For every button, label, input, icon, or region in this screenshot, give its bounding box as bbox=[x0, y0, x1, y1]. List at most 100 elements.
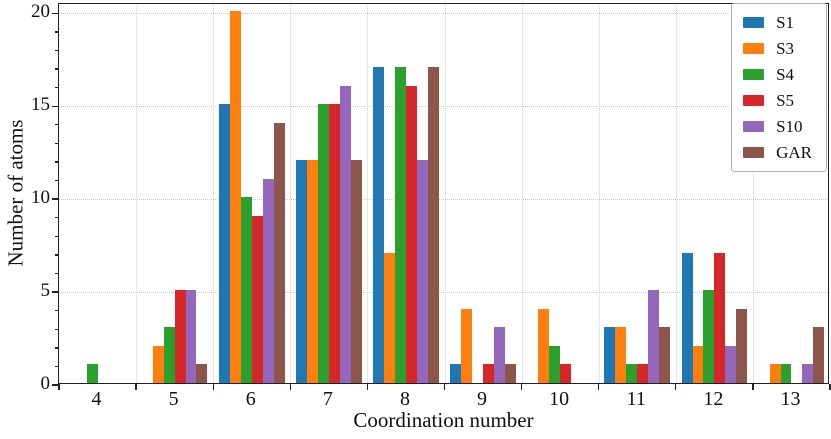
bar-GAR-cn6 bbox=[273, 122, 285, 383]
x-axis-label: Coordination number bbox=[353, 408, 534, 432]
v-gridline bbox=[367, 4, 369, 383]
legend-swatch-GAR bbox=[743, 147, 765, 158]
y-minor-tick bbox=[55, 124, 58, 126]
y-tick bbox=[52, 384, 58, 386]
bar-S4-cn4 bbox=[86, 364, 98, 383]
bar-S3-cn10 bbox=[538, 308, 550, 383]
x-tick-label: 10 bbox=[549, 388, 570, 410]
bar-S4-cn13 bbox=[780, 364, 792, 383]
y-minor-tick bbox=[55, 142, 58, 145]
y-tick bbox=[52, 291, 58, 293]
bar-S3-cn8 bbox=[384, 252, 396, 383]
bar-S10-cn9 bbox=[493, 327, 505, 383]
v-gridline bbox=[675, 4, 677, 383]
bar-GAR-cn11 bbox=[659, 327, 671, 383]
legend-item: S4 bbox=[743, 65, 812, 84]
bar-S10-cn7 bbox=[339, 85, 351, 383]
x-tick-label: 13 bbox=[780, 388, 801, 410]
x-tick-label: 11 bbox=[626, 388, 646, 410]
h-gridline bbox=[59, 106, 828, 108]
h-gridline bbox=[59, 199, 828, 201]
bar-S3-cn13 bbox=[769, 364, 781, 383]
bar-S5-cn12 bbox=[714, 252, 726, 383]
legend-item: S5 bbox=[743, 91, 812, 110]
legend-label: S5 bbox=[776, 91, 795, 110]
bar-S10-cn12 bbox=[725, 345, 737, 383]
x-tick-label: 12 bbox=[703, 388, 724, 410]
x-tick-label: 6 bbox=[245, 388, 256, 410]
bar-S10-cn8 bbox=[416, 159, 428, 383]
bar-S1-cn11 bbox=[604, 327, 616, 383]
bar-S4-cn11 bbox=[626, 364, 638, 383]
v-gridline bbox=[290, 4, 292, 383]
y-minor-tick bbox=[55, 31, 58, 33]
bar-S1-cn9 bbox=[450, 364, 462, 383]
bar-S10-cn6 bbox=[262, 178, 274, 383]
bar-S10-cn5 bbox=[185, 290, 197, 383]
v-gridline bbox=[136, 4, 138, 383]
y-minor-tick bbox=[55, 217, 58, 219]
legend-item: S10 bbox=[743, 117, 812, 136]
bar-S5-cn5 bbox=[174, 290, 186, 383]
y-tick bbox=[52, 198, 58, 200]
y-tick-label: 5 bbox=[40, 280, 51, 302]
x-tick-label: 7 bbox=[322, 388, 333, 410]
y-tick bbox=[52, 12, 58, 14]
legend-swatch-S3 bbox=[743, 43, 765, 54]
bar-S4-cn7 bbox=[317, 104, 329, 383]
legend-swatch-S5 bbox=[743, 95, 765, 106]
y-minor-tick bbox=[55, 254, 58, 256]
bar-S4-cn5 bbox=[163, 327, 175, 383]
bar-S1-cn8 bbox=[373, 67, 385, 383]
x-tick-label: 8 bbox=[399, 388, 410, 410]
bar-GAR-cn7 bbox=[350, 159, 362, 383]
bar-S5-cn6 bbox=[251, 215, 263, 383]
v-gridline bbox=[598, 4, 600, 383]
bar-S3-cn9 bbox=[461, 308, 473, 383]
legend-label: S1 bbox=[776, 13, 795, 32]
y-minor-tick bbox=[55, 365, 58, 368]
bar-S5-cn8 bbox=[405, 85, 417, 383]
h-gridline bbox=[59, 292, 828, 294]
y-minor-tick bbox=[55, 328, 58, 330]
y-tick bbox=[52, 105, 58, 107]
y-minor-tick bbox=[55, 179, 58, 182]
x-tick bbox=[135, 384, 137, 390]
x-tick bbox=[58, 384, 60, 390]
bar-S4-cn10 bbox=[549, 345, 561, 383]
y-tick-label: 20 bbox=[31, 1, 50, 23]
legend-swatch-S10 bbox=[743, 121, 765, 132]
x-tick bbox=[829, 384, 831, 390]
x-tick bbox=[366, 384, 369, 390]
legend-label: S4 bbox=[776, 65, 795, 84]
bar-S4-cn6 bbox=[240, 197, 252, 383]
v-gridline bbox=[752, 4, 754, 383]
y-tick-label: 15 bbox=[31, 94, 50, 116]
bar-S1-cn7 bbox=[296, 159, 307, 383]
legend-item: S3 bbox=[743, 39, 812, 58]
x-tick-label: 4 bbox=[91, 388, 102, 410]
legend-swatch-S4 bbox=[743, 69, 765, 80]
v-gridline bbox=[213, 4, 215, 383]
bar-S3-cn12 bbox=[692, 345, 704, 383]
x-tick bbox=[212, 384, 214, 390]
bar-GAR-cn9 bbox=[504, 364, 516, 383]
legend-swatch-S1 bbox=[743, 17, 765, 28]
y-minor-tick bbox=[55, 86, 58, 89]
y-minor-tick bbox=[55, 161, 58, 163]
bar-S5-cn11 bbox=[637, 364, 649, 383]
bar-S1-cn12 bbox=[681, 252, 693, 383]
v-gridline bbox=[444, 4, 446, 383]
bar-S5-cn10 bbox=[560, 364, 572, 383]
legend-item: GAR bbox=[743, 143, 812, 162]
x-tick-label: 5 bbox=[168, 388, 179, 410]
bar-S5-cn7 bbox=[328, 104, 340, 383]
x-tick bbox=[520, 384, 523, 390]
bar-GAR-cn5 bbox=[196, 364, 208, 383]
y-minor-tick bbox=[55, 49, 58, 52]
legend-item: S1 bbox=[743, 13, 812, 32]
bar-S4-cn8 bbox=[395, 67, 406, 383]
x-tick bbox=[598, 384, 600, 390]
v-gridline bbox=[521, 4, 523, 383]
